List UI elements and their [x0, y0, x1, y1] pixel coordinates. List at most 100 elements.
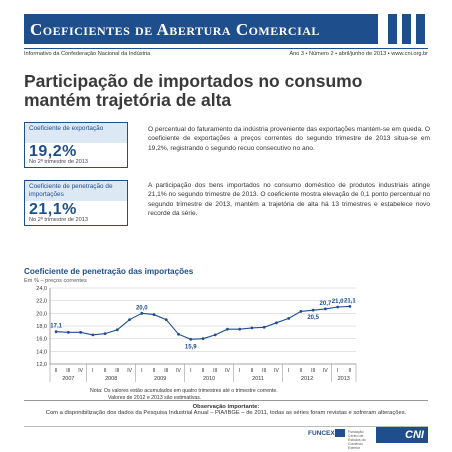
kpi-value: 21,1% — [29, 201, 77, 218]
data-point — [299, 310, 303, 313]
funcex-logo-mark — [335, 429, 345, 437]
y-tick-label: 18,0 — [36, 324, 47, 330]
x-tick-label: I — [141, 368, 142, 374]
y-tick-label: 22,0 — [36, 299, 47, 305]
data-label: 20,7 — [320, 301, 332, 307]
x-tick-label: I — [288, 368, 289, 374]
data-point — [103, 332, 107, 335]
kpi-value: 19,2% — [29, 143, 77, 160]
x-tick-label: III — [213, 368, 217, 374]
data-point — [348, 304, 352, 308]
publisher-text: Informativo da Confederação Nacional da … — [24, 51, 151, 57]
data-point — [189, 337, 193, 341]
kpi-subtext: No 2º trimestre de 2013 — [29, 217, 88, 223]
data-point — [79, 330, 82, 334]
masthead: Coeficientes de Abertura Comercial — [24, 14, 378, 44]
data-point — [91, 333, 95, 337]
x-tick-label: II — [202, 368, 205, 374]
year-label: 2008 — [105, 376, 117, 382]
data-point — [128, 318, 131, 322]
x-tick-label: II — [300, 368, 303, 374]
data-point — [262, 325, 266, 329]
x-tick-label: I — [190, 368, 191, 374]
funcex-seal-text: Fundação Centro de Estudos do Comércio E… — [348, 430, 366, 450]
note-line-2: Valores de 2012 e 2013 são estimativas. — [108, 394, 202, 401]
data-label: 21,0 — [332, 299, 344, 305]
x-tick-label: III — [311, 368, 315, 374]
data-point — [275, 321, 278, 325]
data-point — [213, 333, 217, 337]
x-tick-label: III — [262, 368, 266, 374]
year-label: 2009 — [154, 376, 166, 382]
data-point — [152, 313, 156, 316]
x-tick-label: IV — [323, 368, 328, 374]
headline-line-2: mantém trajetória de alta — [24, 90, 232, 110]
y-tick-label: 20,0 — [36, 311, 47, 317]
data-point — [287, 317, 291, 320]
issue-info-bar: Informativo da Confederação Nacional da … — [24, 48, 428, 57]
x-tick-label: IV — [176, 368, 181, 374]
data-point — [201, 337, 205, 341]
data-label: 17,1 — [50, 324, 62, 330]
kpi-import-penetration: Coeficiente de penetração de importações… — [24, 180, 128, 226]
x-tick-label: III — [66, 368, 70, 374]
y-tick-label: 16,0 — [36, 337, 47, 343]
kpi-label-box: Coeficiente de exportação — [25, 123, 127, 143]
data-point — [66, 330, 70, 334]
import-penetration-chart: 12,014,016,018,020,022,024,0II III IV I II II… — [36, 286, 356, 382]
x-tick-label: IV — [274, 368, 279, 374]
x-tick-label: II — [153, 368, 156, 374]
data-point — [226, 327, 229, 331]
x-tick-label: II — [55, 368, 58, 374]
x-tick-label: II — [348, 368, 351, 374]
kpi-label-box: Coeficiente de penetração de importações — [25, 181, 127, 201]
masthead-stripe — [402, 14, 411, 44]
chart-title: Coeficiente de penetração das importaçõe… — [24, 267, 194, 276]
year-label: 2007 — [62, 376, 74, 382]
x-tick-label: III — [164, 368, 168, 374]
x-tick-label: III — [115, 368, 119, 374]
x-tick-label: II — [251, 368, 254, 374]
kpi-export-coefficient: Coeficiente de exportação 19,2% No 2º tr… — [24, 122, 128, 168]
chart-note: Nota: Os valores estão acumulados em qua… — [90, 388, 278, 401]
note-line-1: Nota: Os valores estão acumulados em qua… — [90, 388, 278, 394]
data-point — [238, 327, 242, 331]
export-paragraph: O percentual do faturamento da indústria… — [148, 126, 430, 152]
data-point — [324, 307, 327, 311]
data-point — [336, 305, 340, 309]
year-label: 2012 — [301, 376, 313, 382]
masthead-stripe — [388, 14, 397, 44]
x-tick-label: I — [92, 368, 93, 374]
kpi-label: Coeficiente de penetração de importações — [29, 183, 113, 198]
chart-subtitle: Em % – preços correntes — [24, 278, 87, 284]
page-headline: Participação de importados no consumo ma… — [24, 72, 424, 110]
data-point — [164, 318, 168, 322]
issue-text: Ano 3 • Número 2 • abril/junho de 2013 •… — [289, 51, 428, 57]
data-label: 20,0 — [136, 305, 148, 311]
kpi-subtext: No 2º trimestre de 2013 — [29, 159, 88, 165]
cni-logo: CNI — [376, 427, 428, 443]
data-point — [311, 308, 315, 312]
data-point — [250, 326, 254, 330]
important-text: Com a disponibilização dos dados da Pesq… — [45, 410, 407, 416]
year-label: 2011 — [252, 376, 264, 382]
series-line — [56, 305, 350, 340]
data-point — [140, 311, 144, 315]
data-point — [177, 332, 180, 336]
year-label: 2013 — [338, 376, 350, 382]
important-notice: Observação importante: Com a disponibili… — [24, 400, 428, 416]
footer-divider — [24, 426, 428, 427]
y-tick-label: 12,0 — [36, 362, 47, 368]
data-point — [115, 328, 119, 332]
y-tick-label: 14,0 — [36, 349, 47, 355]
data-label: 15,9 — [185, 344, 197, 350]
x-tick-label: IV — [225, 368, 230, 374]
x-tick-label: IV — [78, 368, 83, 374]
data-point — [54, 330, 58, 334]
x-tick-label: I — [337, 368, 338, 374]
x-tick-label: I — [239, 368, 240, 374]
kpi-label: Coeficiente de exportação — [29, 125, 104, 132]
important-title: Observação importante: — [192, 404, 260, 410]
masthead-title: Coeficientes de Abertura Comercial — [30, 20, 320, 39]
data-label: 20,5 — [307, 315, 319, 321]
